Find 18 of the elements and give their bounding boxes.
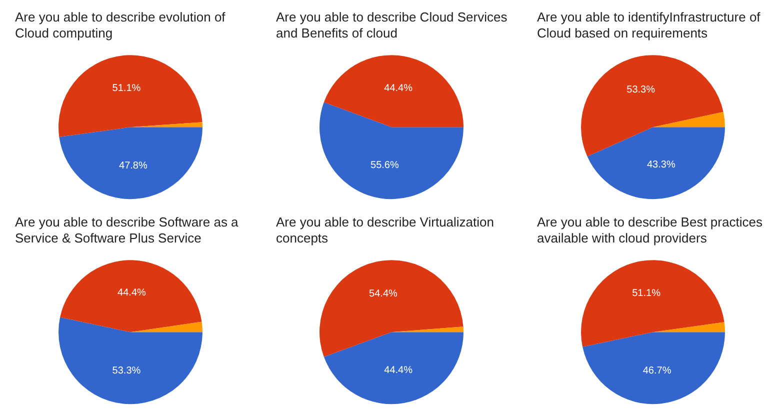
- data-label: 53.3%: [112, 365, 141, 376]
- data-label: 55.6%: [370, 160, 399, 171]
- data-label: 44.4%: [118, 288, 146, 299]
- data-label: 54.4%: [369, 288, 398, 300]
- data-label: 44.4%: [384, 365, 413, 376]
- data-label: 51.1%: [112, 82, 141, 94]
- data-label: 53.3%: [626, 84, 656, 96]
- chart-title: Are you able to describe Best practices available with cloud providers: [537, 214, 766, 246]
- data-label: 51.1%: [632, 288, 661, 300]
- chart-title: Are you able to describe Software as a Service & Software Plus Service: [15, 214, 242, 246]
- chart-title: Are you able to describe evolution of Cloud computing: [15, 10, 229, 40]
- data-label: 44.4%: [384, 83, 413, 94]
- data-label: 43.3%: [646, 160, 676, 171]
- data-label: 47.8%: [119, 160, 148, 172]
- chart-title: Are you able to identifyInfrastructure of Cloud based on requirements: [537, 10, 764, 40]
- chart-title: Are you able to describe Virtualization concepts: [276, 214, 498, 246]
- chart-title: Are you able to describe Cloud Services and Benefits of cloud: [276, 10, 511, 40]
- data-label: 46.7%: [642, 365, 672, 376]
